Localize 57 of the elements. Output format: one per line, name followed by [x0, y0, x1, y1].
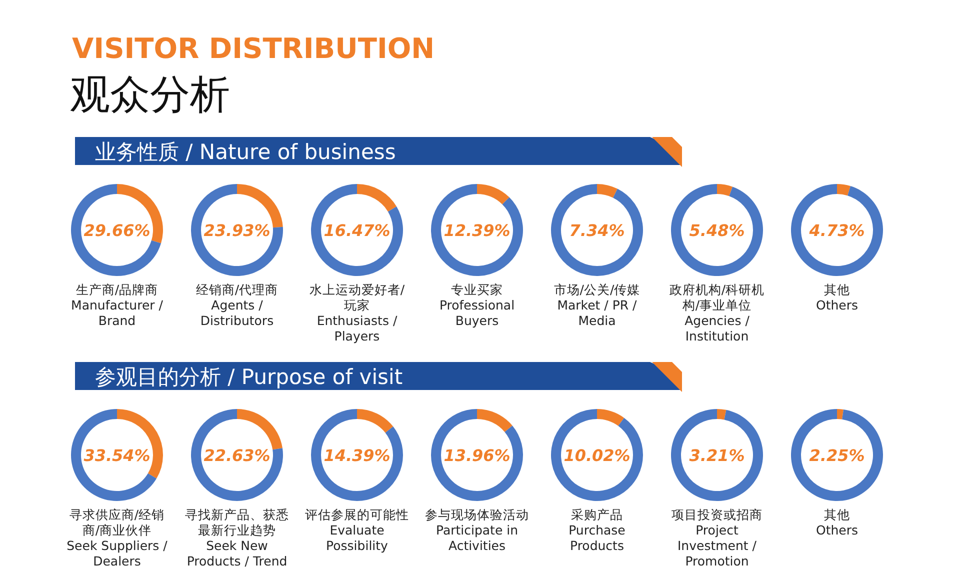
text: 专业买家 Professional Buyers: [439, 282, 515, 328]
donut-slice: [791, 184, 883, 276]
text: 其他 Others: [816, 282, 858, 312]
text: 22.63%: [204, 446, 270, 465]
text: 5.48%: [689, 221, 745, 240]
donut-slice: [311, 184, 403, 276]
text: 观众分析: [70, 72, 230, 118]
text: 7.34%: [569, 221, 625, 240]
text: 29.66%: [84, 221, 150, 240]
text: 4.73%: [808, 221, 865, 240]
donut-slice: [477, 409, 512, 432]
text: 12.39%: [444, 221, 510, 240]
text: 寻求供应商/经销商/商业伙伴 Seek Suppliers / Dealers: [66, 507, 168, 568]
text: VISITOR DISTRIBUTION: [72, 32, 435, 65]
text: 项目投资或招商 Project Investment / Promotion: [672, 507, 762, 568]
donut-slice: [671, 409, 763, 501]
text: 评估参展的可能性 Evaluate Possibility: [305, 507, 409, 553]
donut-slice: [671, 184, 763, 276]
donut-slice: [717, 184, 733, 196]
text: 33.54%: [84, 446, 150, 465]
text: 生产商/品牌商 Manufacturer / Brand: [71, 282, 164, 328]
donut-slice: [191, 184, 283, 276]
text: 政府机构/科研机构/事业单位 Agencies / Institution: [669, 282, 765, 344]
text: 水上运动爱好者/玩家 Enthusiasts / Players: [309, 282, 406, 344]
donut-slice: [71, 184, 162, 276]
text: 13.96%: [444, 446, 510, 465]
text: 参观目的分析 / Purpose of visit: [95, 365, 403, 389]
donut-slice: [357, 409, 394, 433]
donut-slice: [551, 409, 643, 501]
donut-slice: [837, 409, 844, 420]
text: 其他 Others: [816, 507, 858, 538]
text: 经销商/代理商 Agents / Distributors: [196, 282, 278, 328]
text: 23.93%: [204, 221, 270, 240]
donut-slice: [477, 184, 510, 204]
donut-slice: [551, 184, 643, 276]
donut-slice: [357, 184, 397, 212]
donut-slice: [431, 409, 523, 501]
text: 业务性质 / Nature of business: [95, 140, 396, 164]
text: 市场/公关/传媒 Market / PR / Media: [554, 282, 640, 328]
donut-slice: [837, 184, 850, 196]
text: 10.02%: [564, 446, 630, 465]
text: 14.39%: [324, 446, 390, 465]
donut-slice: [191, 409, 283, 501]
donut-slice: [597, 184, 618, 198]
donut-slice: [597, 409, 624, 426]
donut-slice: [311, 409, 403, 501]
donut-slice: [237, 409, 282, 450]
donut-slice: [791, 409, 883, 501]
donut-slice: [717, 409, 726, 420]
text: 2.25%: [809, 446, 865, 465]
text: 采购产品 Purchase Products: [568, 507, 626, 553]
text: 3.21%: [689, 446, 745, 465]
text: 寻找新产品、获悉最新行业趋势 Seek New Products / Trend: [185, 507, 289, 568]
donut-slice: [71, 409, 157, 501]
text: 参与现场体验活动 Participate in Activities: [425, 507, 529, 553]
text: 16.47%: [324, 221, 390, 240]
donut-slice: [431, 184, 523, 276]
